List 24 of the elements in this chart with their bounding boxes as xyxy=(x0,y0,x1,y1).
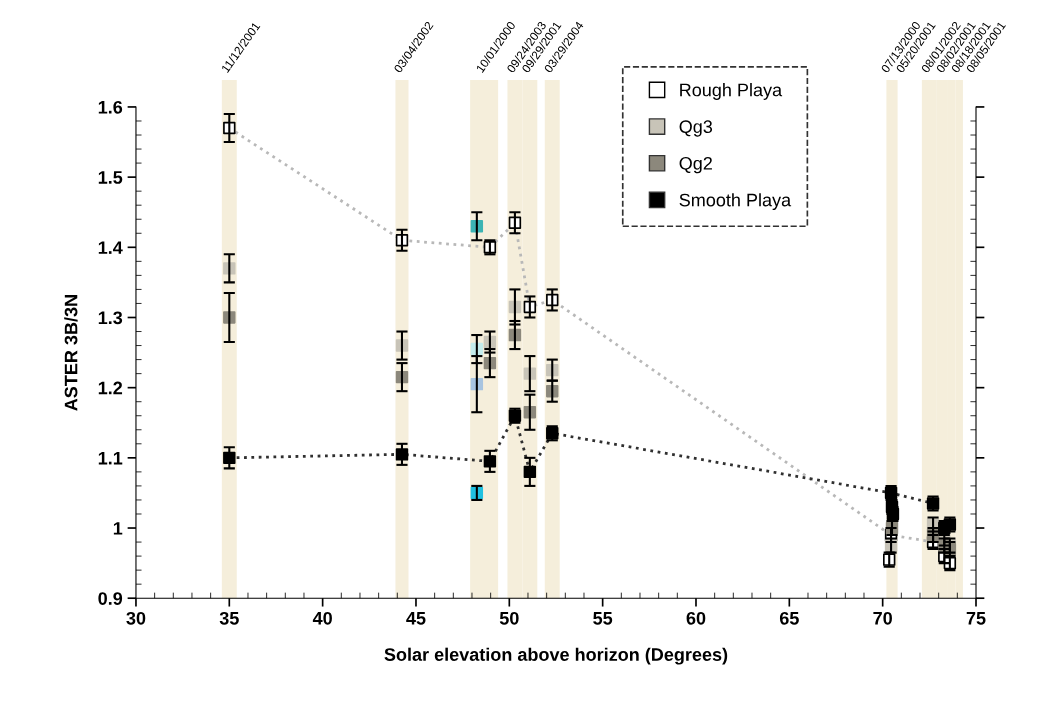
y-axis-title: ASTER 3B/3N xyxy=(64,295,78,411)
x-tick-label: 50 xyxy=(499,611,519,625)
y-tick-label: 1.2 xyxy=(98,381,123,395)
x-tick-label: 40 xyxy=(312,611,332,625)
x-tick-label: 75 xyxy=(966,612,986,625)
legend-label: Smooth Playa xyxy=(679,193,792,211)
legend-label: Qg3 xyxy=(679,120,713,137)
x-tick-label: 30 xyxy=(126,611,146,625)
x-tick-label: 60 xyxy=(686,611,706,625)
x-tick-label: 55 xyxy=(593,612,613,625)
y-tick-label: 1.1 xyxy=(98,451,123,465)
y-tick-label: 1.4 xyxy=(98,241,123,254)
y-tick-label: 1.6 xyxy=(98,100,123,114)
y-tick-label: 1 xyxy=(113,522,123,535)
x-tick-label: 35 xyxy=(219,611,239,625)
y-tick-label: 1.3 xyxy=(98,311,123,325)
legend-label: Rough Playa xyxy=(680,83,783,100)
x-tick-label: 70 xyxy=(873,611,892,625)
y-tick-label: 1.5 xyxy=(98,171,123,184)
x-tick-label: 45 xyxy=(406,612,426,625)
y-tick-label: 0.9 xyxy=(98,592,123,605)
x-tick-label: 65 xyxy=(779,611,799,625)
legend-label: Qg2 xyxy=(679,156,712,174)
x-axis-title: Solar elevation above horizon (Degrees) xyxy=(384,647,728,665)
